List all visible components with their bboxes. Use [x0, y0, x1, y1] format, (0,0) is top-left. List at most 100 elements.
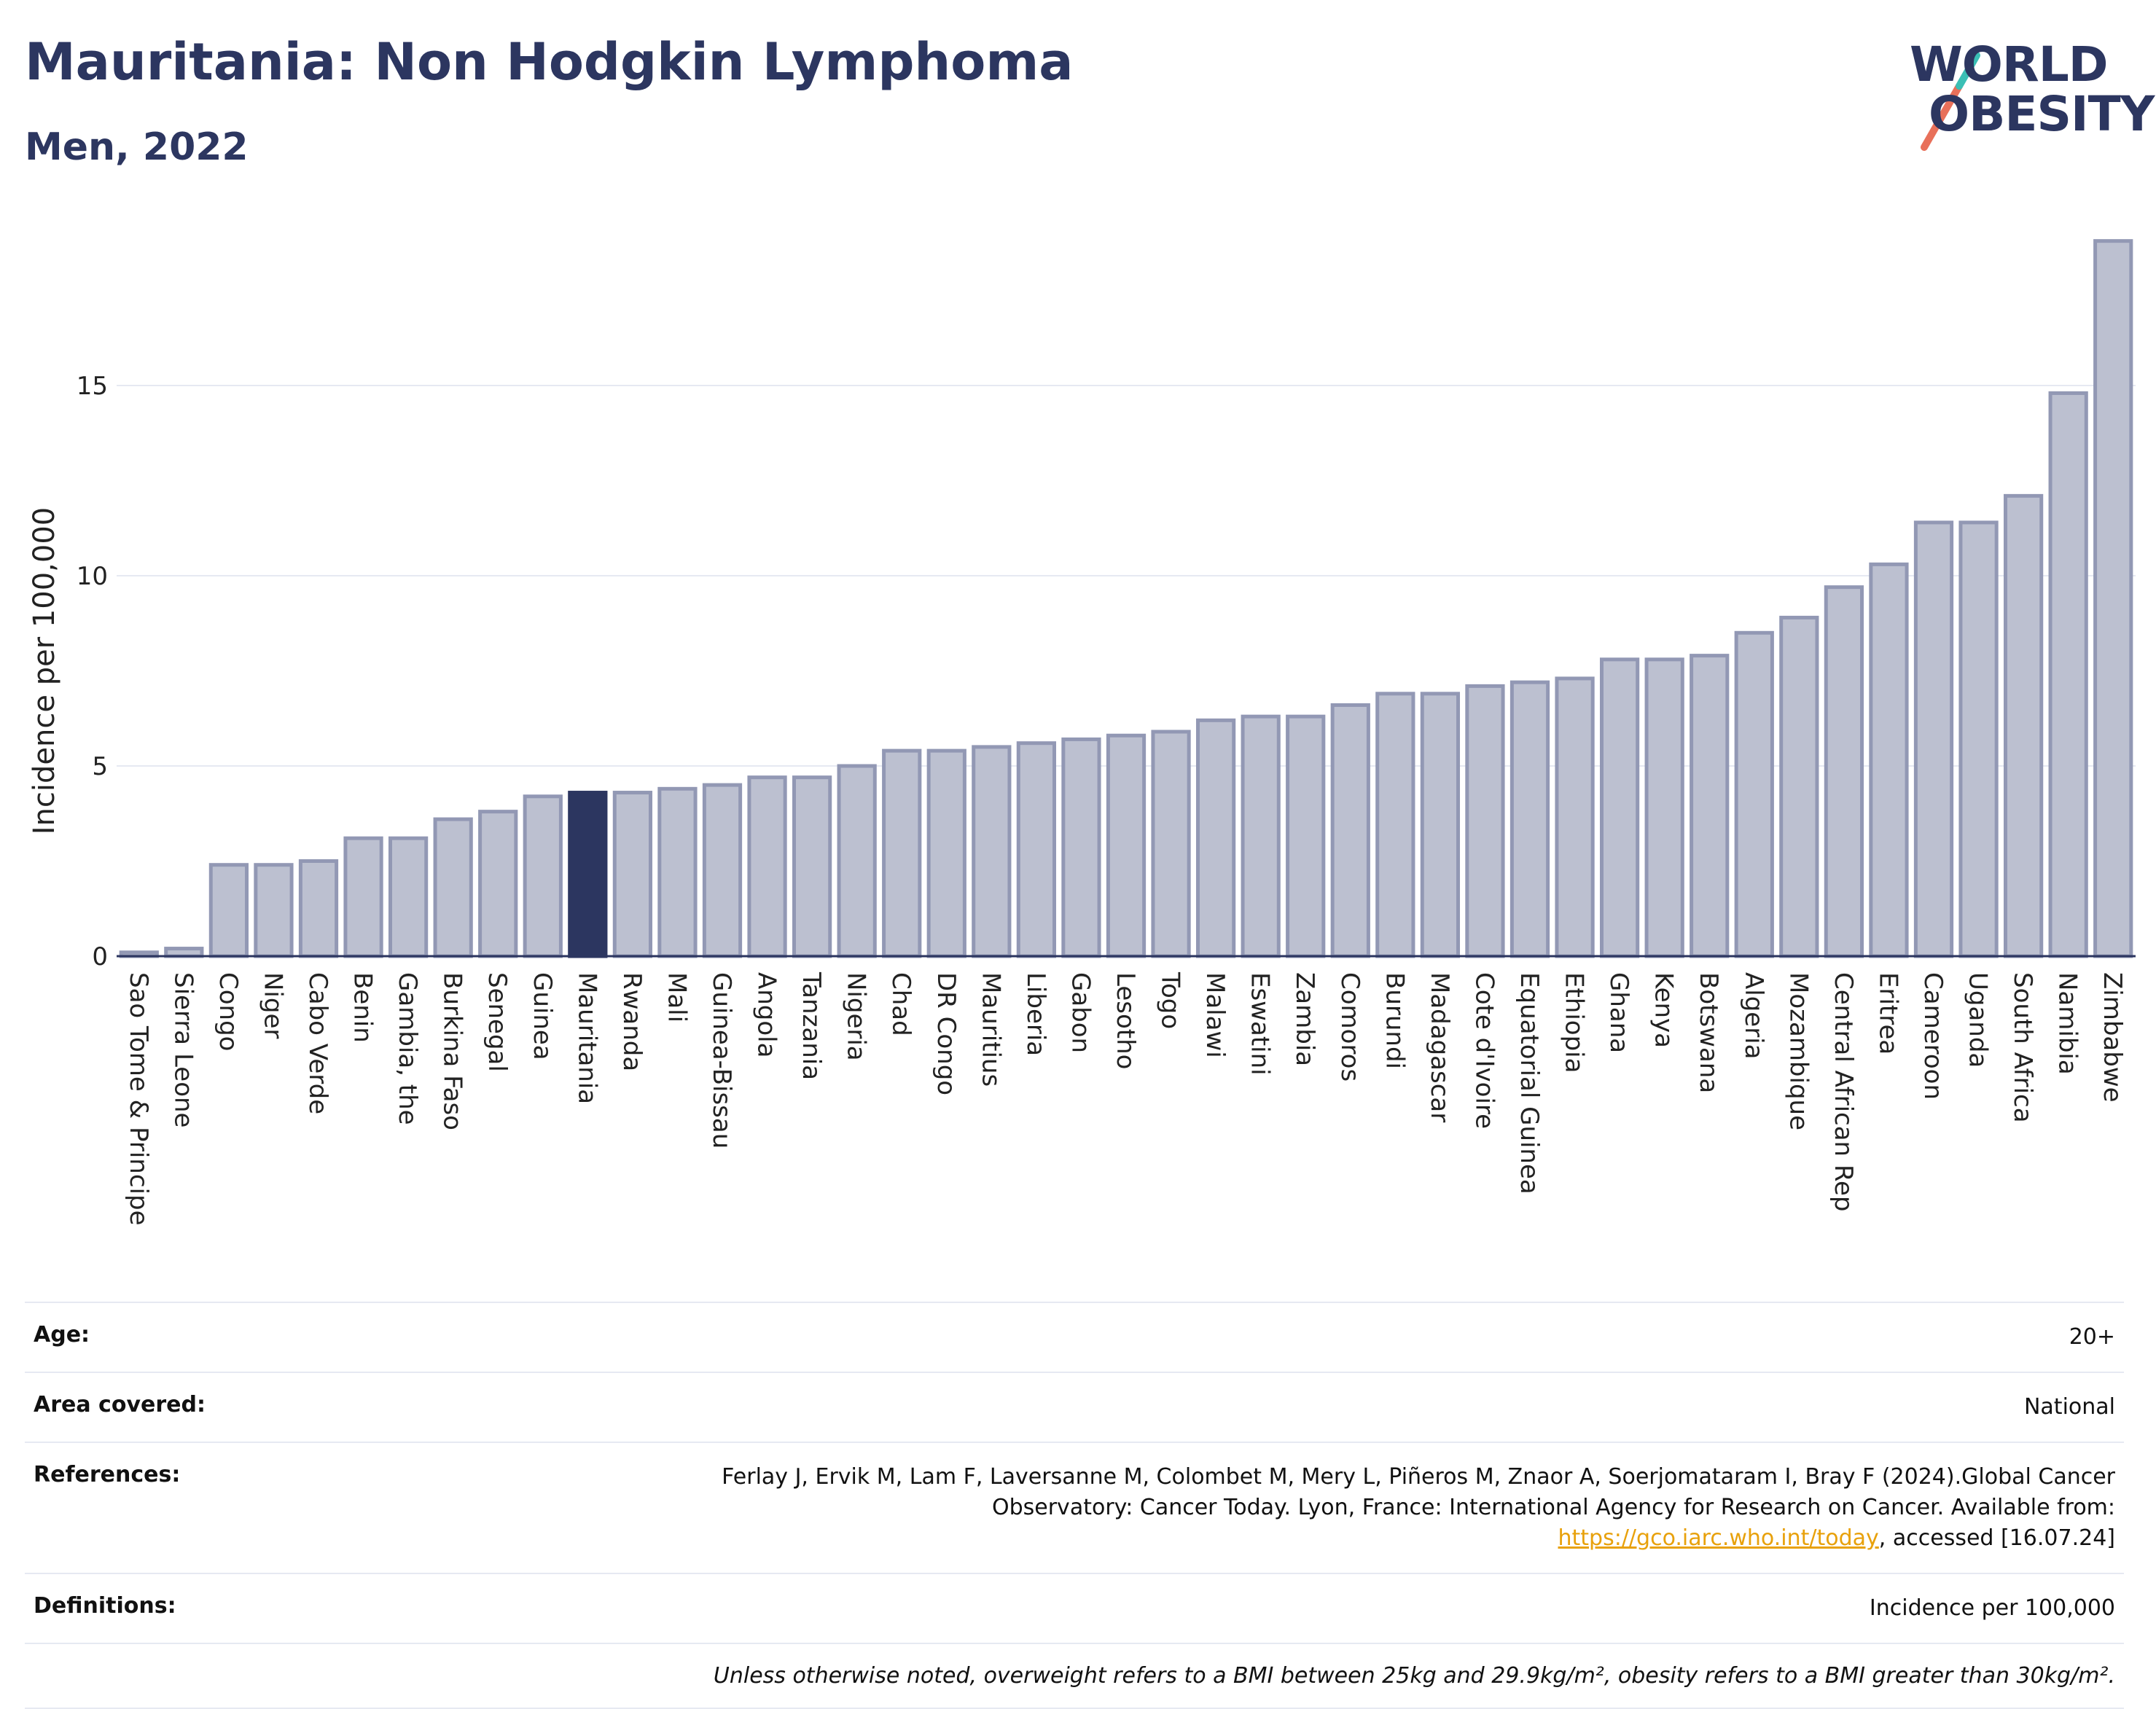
- bar-malawi: [1195, 718, 1236, 958]
- references-text: Ferlay J, Ervik M, Lam F, Laversanne M, …: [722, 1464, 2115, 1520]
- page-subtitle: Men, 2022: [25, 125, 249, 169]
- area-value: National: [2023, 1394, 2115, 1420]
- area-label: Area covered:: [34, 1392, 206, 1417]
- logo-line2: OBESITY: [1929, 86, 2155, 142]
- age-label: Age:: [34, 1322, 90, 1348]
- bar-zimbabwe: [2093, 239, 2133, 958]
- bar-comoros: [1330, 703, 1370, 958]
- bar-chad: [882, 748, 922, 958]
- definitions-label: Definitions:: [34, 1593, 176, 1619]
- bar-mali: [657, 786, 698, 958]
- x-tick-label: Gambia, the: [393, 972, 422, 1125]
- references-label: References:: [34, 1462, 181, 1487]
- x-tick-label: Algeria: [1739, 972, 1768, 1059]
- bar-lesotho: [1106, 733, 1147, 958]
- info-row-age: Age: 20+: [25, 1302, 2124, 1372]
- x-tick-label: Rwanda: [617, 972, 647, 1071]
- bar-eswatini: [1241, 714, 1281, 958]
- bar-guinea-bissau: [702, 783, 743, 958]
- world-obesity-logo: WORLD OBESITY: [1895, 22, 2155, 153]
- x-tick-label: Benin: [348, 972, 378, 1043]
- bars: [119, 239, 2133, 958]
- x-tick-label: Angola: [752, 972, 781, 1057]
- bar-sierra-leone: [164, 947, 204, 958]
- bar-algeria: [1734, 630, 1774, 958]
- bar-cameroon: [1913, 520, 1954, 958]
- bar-congo: [208, 863, 249, 958]
- info-row-references: References: Ferlay J, Ervik M, Lam F, La…: [25, 1442, 2124, 1573]
- x-tick-label: Zimbabwe: [2098, 972, 2127, 1103]
- x-tick-label: Congo: [214, 972, 243, 1051]
- x-tick-label: Sierra Leone: [168, 972, 198, 1127]
- x-tick-label: Guinea-Bissau: [707, 972, 736, 1149]
- x-tick-label: Zambia: [1290, 972, 1319, 1066]
- x-tick-label: Eritrea: [1873, 972, 1902, 1055]
- x-tick-label: Cote d'Ivoire: [1469, 972, 1499, 1129]
- bar-zambia: [1286, 714, 1326, 958]
- x-tick-label: Lesotho: [1111, 972, 1140, 1069]
- bar-mauritius: [972, 745, 1012, 958]
- bar-kenya: [1644, 657, 1684, 958]
- bar-mauritania: [568, 791, 608, 958]
- info-row-area: Area covered: National: [25, 1372, 2124, 1442]
- bar-benin: [343, 836, 383, 958]
- y-axis-ticks: 0 5 10 15: [77, 372, 108, 971]
- x-tick-label: Malawi: [1200, 972, 1230, 1058]
- age-value: 20+: [2069, 1324, 2115, 1350]
- logo-line1: WORLD: [1910, 36, 2109, 93]
- x-tick-label: Botswana: [1694, 972, 1723, 1093]
- bar-namibia: [2048, 391, 2088, 958]
- x-tick-label: Mauritius: [976, 972, 1005, 1087]
- x-tick-label: Cabo Verde: [303, 972, 332, 1114]
- x-tick-label: Mali: [662, 972, 691, 1022]
- y-axis-label: Incidence per 100,000: [28, 507, 61, 835]
- y-tick-label: 15: [77, 372, 108, 401]
- x-tick-label: Burundi: [1380, 972, 1409, 1069]
- x-tick-label: Tanzania: [797, 971, 826, 1080]
- bar-south-africa: [2003, 493, 2044, 958]
- bar-tanzania: [792, 775, 832, 958]
- bar-angola: [747, 775, 787, 958]
- y-tick-label: 10: [77, 562, 108, 591]
- bar-mozambique: [1779, 615, 1819, 958]
- references-tail: , accessed [16.07.24]: [1878, 1525, 2115, 1551]
- x-tick-label: Guinea: [528, 972, 557, 1060]
- x-tick-label: DR Congo: [931, 972, 961, 1095]
- bar-eritrea: [1869, 562, 1909, 958]
- bar-liberia: [1016, 741, 1057, 958]
- x-tick-label: Comoros: [1335, 972, 1364, 1082]
- bar-rwanda: [612, 791, 653, 958]
- bar-uganda: [1958, 520, 1999, 958]
- x-tick-label: Ethiopia: [1560, 972, 1589, 1073]
- x-tick-label: Eswatini: [1246, 972, 1275, 1076]
- references-link[interactable]: https://gco.iarc.who.int/today: [1558, 1525, 1879, 1551]
- x-tick-label: Madagascar: [1425, 972, 1454, 1122]
- bar-senegal: [478, 810, 518, 958]
- bar-chart: 0 5 10 15 Sao Tome & Principe Sierra Leone Co…: [28, 239, 2136, 1226]
- bar-niger: [254, 863, 294, 958]
- bar-guinea: [523, 794, 563, 958]
- bar-equatorial-guinea: [1509, 680, 1550, 958]
- x-axis-ticks: Sao Tome & Principe Sierra Leone Congo Nige…: [124, 971, 2127, 1226]
- x-tick-label: Senegal: [483, 972, 512, 1072]
- bmi-note: Unless otherwise noted, overweight refer…: [25, 1643, 2124, 1709]
- x-tick-label: Togo: [1156, 971, 1185, 1029]
- info-table: Age: 20+ Area covered: National Referenc…: [25, 1302, 2124, 1709]
- x-tick-label: South Africa: [2008, 972, 2037, 1123]
- x-tick-label: Namibia: [2053, 972, 2082, 1075]
- bar-cote-d-ivoire: [1465, 684, 1505, 958]
- bar-cabo-verde: [298, 859, 339, 958]
- bar-ghana: [1599, 657, 1640, 958]
- bar-madagascar: [1420, 692, 1461, 958]
- bar-botswana: [1690, 654, 1730, 958]
- bar-gabon: [1061, 737, 1101, 958]
- x-tick-label: Nigeria: [842, 972, 871, 1061]
- x-tick-label: Mozambique: [1784, 972, 1813, 1130]
- x-tick-label: Gabon: [1066, 972, 1095, 1053]
- x-tick-label: Central African Rep: [1829, 972, 1858, 1212]
- bar-burundi: [1375, 692, 1415, 958]
- y-tick-label: 5: [92, 752, 108, 781]
- bar-dr-congo: [926, 748, 966, 958]
- bar-gambia-the: [388, 836, 429, 958]
- x-tick-label: Cameroon: [1918, 972, 1948, 1100]
